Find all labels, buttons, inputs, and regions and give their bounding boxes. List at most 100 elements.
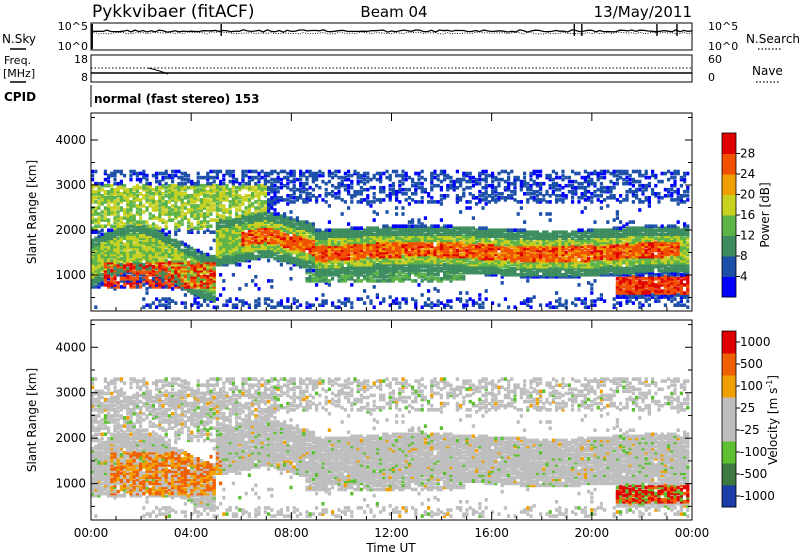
power-cell <box>491 172 494 176</box>
power-cell <box>523 273 526 277</box>
power-cell <box>267 239 270 243</box>
power-cell <box>94 305 97 309</box>
power-cell <box>478 190 481 194</box>
power-cell <box>155 271 158 275</box>
power-cell <box>401 255 404 259</box>
power-cell <box>529 237 532 241</box>
power-cell <box>334 170 337 174</box>
power-cell <box>139 220 142 224</box>
power-cell <box>456 230 459 234</box>
power-cell <box>433 200 436 204</box>
power-cell <box>213 295 216 299</box>
power-cell <box>529 297 532 301</box>
power-cell <box>414 182 417 186</box>
power-cell <box>168 305 171 309</box>
power-cell <box>251 237 254 241</box>
power-cell <box>133 222 136 226</box>
power-cell <box>280 170 283 174</box>
power-cell <box>155 228 158 232</box>
power-cell <box>155 305 158 309</box>
power-cell <box>437 243 440 247</box>
power-cell <box>437 303 440 307</box>
power-cell <box>526 192 529 196</box>
power-cell <box>197 226 200 230</box>
power-cell <box>296 299 299 303</box>
power-cell <box>446 184 449 188</box>
power-cell <box>478 243 481 247</box>
power-cell <box>126 224 129 228</box>
power-cell <box>149 212 152 216</box>
power-cell <box>309 235 312 239</box>
power-cell <box>459 178 462 182</box>
power-cell <box>433 247 436 251</box>
power-cell <box>190 194 193 198</box>
power-cell <box>401 182 404 186</box>
power-cell <box>206 208 209 212</box>
power-cell <box>318 186 321 190</box>
power-cell <box>280 299 283 303</box>
power-cell <box>171 174 174 178</box>
power-cell <box>200 198 203 202</box>
power-cell <box>398 224 401 228</box>
power-cell <box>94 190 97 194</box>
power-cell <box>481 301 484 305</box>
power-cell <box>440 267 443 271</box>
power-cell <box>289 267 292 271</box>
power-cell <box>446 303 449 307</box>
power-cell <box>261 176 264 180</box>
power-cell <box>456 297 459 301</box>
power-cell <box>321 180 324 184</box>
power-cell <box>334 305 337 309</box>
power-cell <box>337 170 340 174</box>
power-cell <box>395 190 398 194</box>
power-cell <box>344 184 347 188</box>
power-cell <box>411 253 414 257</box>
power-cell <box>411 279 414 283</box>
power-cell <box>401 275 404 279</box>
power-cell <box>245 206 248 210</box>
power-cell <box>315 297 318 301</box>
power-cell <box>401 188 404 192</box>
power-cell <box>408 251 411 255</box>
power-cell <box>459 210 462 214</box>
power-cell <box>341 228 344 232</box>
power-cell <box>219 192 222 196</box>
power-cell <box>289 188 292 192</box>
power-cell <box>366 295 369 299</box>
power-cell <box>277 301 280 305</box>
power-cell <box>315 184 318 188</box>
power-cell <box>193 249 196 253</box>
power-cell <box>161 196 164 200</box>
power-cell <box>254 283 257 287</box>
power-cell <box>213 170 216 174</box>
power-cell <box>193 210 196 214</box>
power-cell <box>299 178 302 182</box>
station-title: Pykkvibaer (fitACF) <box>92 2 254 22</box>
power-cell <box>488 200 491 204</box>
freq-left-label-1: Freq. <box>4 54 31 67</box>
power-cell <box>417 182 420 186</box>
power-cell <box>443 303 446 307</box>
power-cell <box>341 180 344 184</box>
power-cell <box>171 180 174 184</box>
power-cell <box>526 186 529 190</box>
power-cell <box>139 285 142 289</box>
power-cell <box>232 194 235 198</box>
power-cell <box>193 297 196 301</box>
freq-left-label-2: [MHz] <box>3 67 35 80</box>
power-cell <box>289 194 292 198</box>
power-cell <box>264 216 267 220</box>
power-cell <box>206 220 209 224</box>
power-cell <box>421 182 424 186</box>
power-cell <box>414 200 417 204</box>
power-cell <box>235 224 238 228</box>
power-cell <box>232 180 235 184</box>
power-cell <box>382 186 385 190</box>
power-cell <box>209 224 212 228</box>
power-cell <box>216 297 219 301</box>
power-cell <box>331 184 334 188</box>
power-cell <box>273 208 276 212</box>
power-cell <box>529 178 532 182</box>
power-cell <box>437 184 440 188</box>
